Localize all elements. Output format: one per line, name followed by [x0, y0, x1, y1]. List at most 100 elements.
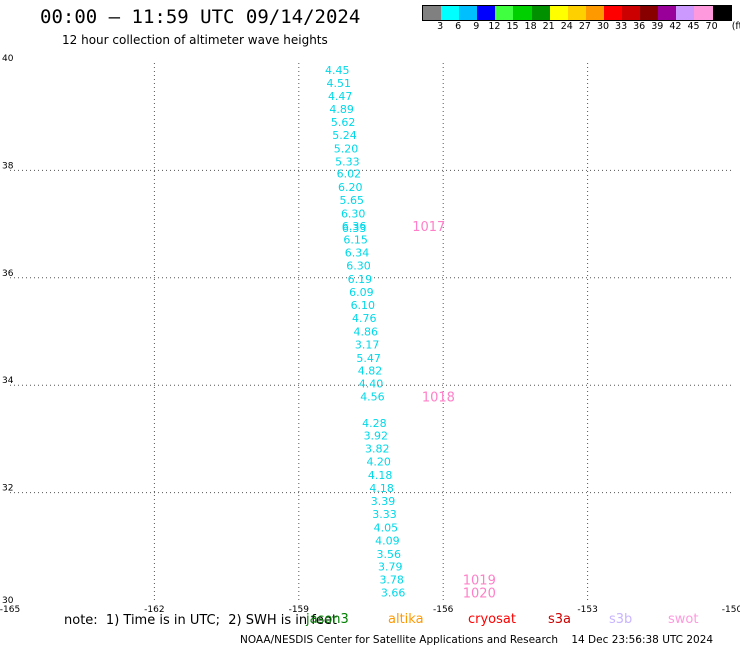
color-scale-tick: 18 [524, 21, 537, 32]
wave-height-label: 3.33 [372, 508, 397, 521]
wave-height-label: 3.79 [378, 561, 403, 574]
color-swatch [658, 6, 677, 20]
wave-height-label: 5.65 [339, 194, 364, 207]
color-swatch [567, 6, 586, 20]
lat-tick-label: 30 [2, 596, 14, 606]
wave-height-label: 3.17 [355, 338, 380, 351]
wave-height-label: 3.82 [365, 443, 390, 456]
legend-item-s3a: s3a [548, 612, 572, 627]
time-label: 1017 [412, 220, 445, 235]
lat-tick-label: 40 [2, 54, 14, 64]
color-scale-tick: 6 [455, 21, 462, 32]
wave-height-label: 4.28 [362, 417, 387, 430]
wave-height-label: 4.18 [368, 469, 393, 482]
color-swatch [694, 6, 713, 20]
satellite-legend: jason3 altika cryosat s3a s3b swot [0, 612, 740, 628]
wave-height-label: 4.20 [366, 455, 391, 468]
note-text: note: 1) Time is in UTC; 2) SWH is in fe… [64, 613, 337, 628]
legend-item-cryosat: cryosat [468, 612, 516, 627]
footer-credit: NOAA/NESDIS Center for Satellite Applica… [240, 634, 714, 646]
color-scale-tick: 27 [578, 21, 591, 32]
lon-tick-label: -159 [289, 605, 310, 615]
color-swatch [585, 6, 604, 20]
color-scale-tick: 33 [615, 21, 628, 32]
color-scale-tick: 3 [437, 21, 444, 32]
time-label: 1019 [463, 574, 496, 589]
color-swatch [622, 6, 641, 20]
lat-tick-label: 36 [2, 269, 14, 279]
map-grid [10, 63, 732, 600]
color-scale-unit: (ft) [731, 21, 740, 32]
time-label: 1020 [463, 586, 496, 601]
wave-height-label: 4.05 [374, 522, 399, 535]
wave-height-label: 6.30 [341, 207, 366, 220]
lon-tick-label: -162 [144, 605, 164, 615]
wave-height-label: 4.09 [375, 534, 400, 547]
wave-height-label: 3.78 [379, 574, 404, 587]
color-swatch [549, 6, 568, 20]
color-swatch [603, 6, 623, 20]
color-scale-tick: 12 [488, 21, 501, 32]
page-subtitle: 12 hour collection of altimeter wave hei… [62, 33, 328, 47]
wave-height-label: 5.47 [356, 352, 381, 365]
lat-tick-label: 38 [2, 161, 14, 171]
wave-height-label: 6.33 [342, 222, 367, 235]
lat-tick-label: 34 [2, 376, 14, 386]
wave-height-label: 4.56 [360, 390, 385, 403]
lon-tick-label: -156 [433, 605, 454, 615]
wave-height-label: 4.86 [353, 326, 378, 339]
wave-height-label: 4.51 [327, 77, 352, 90]
lon-tick-label: -153 [577, 605, 597, 615]
color-swatch [477, 6, 496, 20]
lat-tick-label: 32 [2, 484, 13, 494]
color-scale-tick: 42 [669, 21, 682, 32]
wave-height-label: 6.20 [338, 181, 363, 194]
legend-item-altika: altika [388, 612, 424, 627]
color-scale-tick: 21 [542, 21, 555, 32]
color-scale-tick: 30 [596, 21, 610, 32]
wave-height-label: 4.89 [329, 103, 354, 116]
color-swatch [676, 6, 695, 20]
wave-height-labels: 4.454.514.474.895.625.245.205.336.026.20… [325, 64, 405, 600]
wave-height-label: 5.24 [332, 129, 357, 142]
legend-item-swot: swot [668, 612, 699, 627]
legend-item-jason3: jason3 [306, 612, 349, 627]
color-swatch [513, 6, 532, 20]
map-axes: -165 -162 -159 -156 -153 -150 30 32 34 36 38 40 [0, 54, 740, 615]
color-swatch [640, 6, 659, 20]
wave-height-label: 6.09 [349, 286, 374, 299]
legend-item-s3b: s3b [609, 612, 633, 627]
wave-height-label: 3.56 [377, 548, 402, 561]
color-scale-tick: 70 [705, 21, 718, 32]
color-scale-tick: 45 [687, 21, 700, 32]
lon-tick-label: -165 [0, 605, 20, 615]
wave-height-label: 3.92 [364, 430, 389, 443]
wave-height-label: 4.18 [369, 482, 394, 495]
wave-height-label: 6.36 [342, 220, 367, 233]
wave-height-label: 6.30 [346, 259, 371, 272]
wave-height-label: 6.10 [351, 299, 376, 312]
page-title: 00:00 – 11:59 UTC 09/14/2024 [40, 6, 361, 28]
color-swatch [459, 6, 478, 20]
wave-height-label: 4.40 [359, 378, 384, 391]
color-swatch [712, 6, 731, 20]
color-scale-tick: 15 [506, 21, 519, 32]
color-scale-tick: 24 [560, 21, 573, 32]
color-scale-tick: 9 [473, 21, 480, 32]
wave-height-label: 6.15 [343, 234, 368, 247]
wave-height-label: 3.39 [371, 495, 396, 508]
wave-height-label: 5.20 [334, 142, 359, 155]
color-swatch [495, 6, 514, 20]
wave-height-label: 4.47 [328, 90, 353, 103]
color-scale-tick: 39 [651, 21, 664, 32]
wave-height-label: 6.34 [345, 247, 370, 260]
wave-height-label: 5.62 [331, 116, 356, 129]
color-scale-bar [422, 5, 732, 21]
wave-height-label: 6.19 [348, 273, 373, 286]
wave-height-label: 4.82 [358, 365, 383, 378]
wave-height-label: 3.66 [381, 586, 406, 599]
color-swatch [423, 6, 442, 20]
